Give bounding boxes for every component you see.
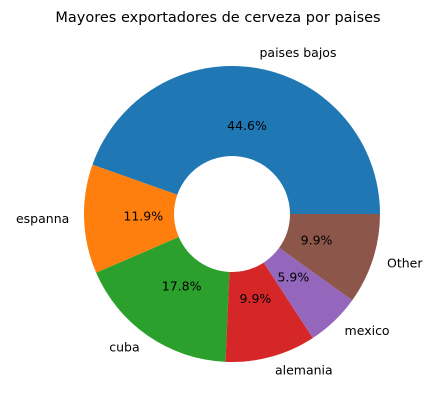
slice-label-alemania: alemania <box>275 363 333 378</box>
pct-label-alemania: 9.9% <box>240 291 272 306</box>
slice-label-paises-bajos: paises bajos <box>259 45 336 60</box>
slice-other <box>279 214 380 301</box>
pct-label-mexico: 5.9% <box>278 270 310 285</box>
slice-paises-bajos <box>92 66 380 215</box>
labels-group: paises bajos 44.6% espanna 11.9% cuba 17.8% al… <box>16 45 423 377</box>
slice-label-mexico: mexico <box>345 323 390 338</box>
slices-group <box>84 66 380 362</box>
slice-label-espanna: espanna <box>16 211 69 226</box>
slice-alemania <box>225 262 313 362</box>
chart-title: Mayores exportadores de cerveza por pais… <box>55 10 380 26</box>
slice-label-cuba: cuba <box>109 340 139 355</box>
slice-espanna <box>84 164 179 273</box>
slice-cuba <box>96 237 230 362</box>
pct-label-other: 9.9% <box>301 233 333 248</box>
slice-label-other: Other <box>387 255 423 270</box>
pct-label-paises-bajos: 44.6% <box>227 118 267 133</box>
pct-label-cuba: 17.8% <box>162 279 202 294</box>
pct-label-espanna: 11.9% <box>123 209 163 224</box>
slice-mexico <box>263 247 353 338</box>
